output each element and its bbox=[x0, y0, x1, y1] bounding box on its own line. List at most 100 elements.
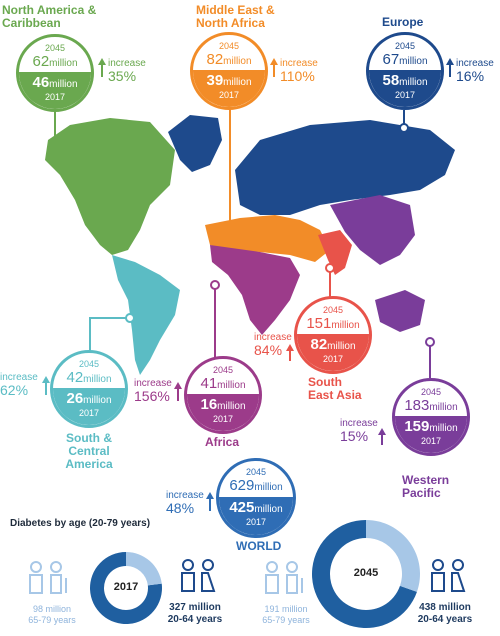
north-america-title: North America & Caribbean bbox=[2, 3, 97, 30]
older-2017-range: 65-79 years bbox=[28, 615, 76, 625]
value-2017: 82 bbox=[310, 336, 328, 354]
mena-circle: 2045 82million 39million 2017 bbox=[190, 32, 268, 110]
unit-label: million bbox=[217, 380, 246, 391]
south-central-america-title: South & Central America bbox=[65, 431, 113, 471]
older-people-icon-2045 bbox=[265, 561, 303, 594]
western-pacific-increase: increase 15% bbox=[340, 418, 390, 445]
unit-label: million bbox=[217, 401, 246, 413]
value-2045: 41 bbox=[200, 375, 218, 392]
year-2017-label: 2017 bbox=[78, 408, 100, 419]
south-central-america-region bbox=[112, 255, 180, 375]
donut-2045 bbox=[312, 520, 420, 628]
western-pacific-circle: 2045 183million 159million 2017 bbox=[392, 378, 470, 456]
africa-increase: increase 156% bbox=[134, 378, 184, 403]
increase-percent: 48% bbox=[166, 500, 195, 516]
unit-label: million bbox=[254, 482, 283, 493]
increase-label: increase bbox=[134, 378, 172, 389]
donut-2045-older-segment bbox=[366, 520, 420, 592]
value-2017: 46 bbox=[32, 74, 50, 92]
unit-label: million bbox=[327, 341, 356, 353]
younger-2017-value: 327 million bbox=[169, 602, 221, 613]
year-2017-label: 2017 bbox=[245, 517, 267, 528]
africa-region bbox=[210, 245, 300, 335]
value-2017: 39 bbox=[206, 72, 224, 90]
younger-2045-range: 20-64 years bbox=[417, 614, 473, 625]
south-east-asia-title: South East Asia bbox=[308, 375, 362, 402]
value-2045: 42 bbox=[66, 369, 84, 386]
value-2045: 62 bbox=[32, 53, 50, 70]
increase-label: increase bbox=[340, 418, 378, 429]
increase-percent: 16% bbox=[456, 68, 485, 84]
increase-label: increase bbox=[166, 490, 204, 501]
increase-label: increase bbox=[456, 58, 494, 69]
north-america-increase: increase 35% bbox=[98, 58, 158, 83]
up-arrow-icon bbox=[446, 58, 454, 65]
donut-2017-younger-segment bbox=[90, 552, 162, 625]
older-2017-value: 98 million bbox=[32, 604, 72, 614]
south-east-asia-increase: increase 84% bbox=[254, 332, 294, 361]
mena-title: Middle East & North Africa bbox=[196, 3, 275, 30]
australia-region bbox=[375, 290, 425, 332]
world-increase: increase 48% bbox=[166, 490, 216, 515]
europe-title: Europe bbox=[382, 15, 424, 29]
increase-percent: 15% bbox=[340, 428, 369, 444]
donut-2017 bbox=[90, 552, 162, 625]
up-arrow-icon bbox=[378, 428, 386, 435]
year-2017-label: 2017 bbox=[394, 90, 416, 101]
younger-2017-range: 20-64 years bbox=[167, 614, 223, 625]
mena-increase: increase 110% bbox=[270, 58, 330, 83]
south-central-america-circle: 2045 42million 26million 2017 bbox=[50, 350, 128, 428]
value-2017: 16 bbox=[200, 396, 218, 414]
africa-title: Africa bbox=[205, 435, 240, 449]
value-2045: 183 bbox=[404, 397, 430, 414]
north-america-circle: 2045 62million 46million 2017 bbox=[16, 34, 94, 112]
increase-label: increase bbox=[0, 372, 38, 383]
older-2045-range: 65-79 years bbox=[262, 615, 310, 625]
greenland-region bbox=[168, 115, 222, 172]
year-2045-label: 2045 bbox=[420, 387, 442, 397]
increase-percent: 35% bbox=[108, 68, 137, 84]
donut-2045-year: 2045 bbox=[353, 567, 379, 579]
value-2045: 629 bbox=[229, 477, 255, 494]
older-2045-value: 191 million bbox=[264, 604, 308, 614]
younger-2045-value: 438 million bbox=[419, 602, 471, 613]
year-2045-label: 2045 bbox=[322, 305, 344, 315]
up-arrow-icon bbox=[206, 492, 214, 499]
increase-label: increase bbox=[254, 332, 292, 343]
value-2017: 425 bbox=[229, 499, 255, 517]
north-america-region bbox=[45, 118, 175, 255]
year-2017-label: 2017 bbox=[322, 354, 344, 365]
unit-label: million bbox=[399, 56, 428, 67]
europe-increase: increase 16% bbox=[446, 58, 498, 83]
age-heading: Diabetes by age (20-79 years) bbox=[10, 518, 151, 529]
year-2017-label: 2017 bbox=[212, 414, 234, 425]
younger-2017-label: 327 million 20-64 years bbox=[160, 602, 230, 626]
unit-label: million bbox=[429, 423, 458, 435]
unit-label: million bbox=[83, 374, 112, 385]
unit-label: million bbox=[331, 320, 360, 331]
unit-label: million bbox=[254, 504, 283, 516]
older-2017-label: 98 million 65-79 years bbox=[22, 604, 82, 626]
donut-2017-year: 2017 bbox=[113, 581, 139, 593]
value-2017: 58 bbox=[382, 72, 400, 90]
year-2045-label: 2045 bbox=[394, 41, 416, 51]
up-arrow-icon bbox=[286, 344, 294, 351]
increase-label: increase bbox=[108, 58, 146, 69]
world-title: WORLD bbox=[236, 539, 282, 553]
year-2017-label: 2017 bbox=[420, 436, 442, 447]
unit-label: million bbox=[49, 79, 78, 91]
increase-label: increase bbox=[280, 58, 318, 69]
western-pacific-region bbox=[330, 195, 415, 265]
south-east-asia-circle: 2045 151million 82million 2017 bbox=[294, 296, 372, 374]
unit-label: million bbox=[223, 56, 252, 67]
year-2017-label: 2017 bbox=[44, 92, 66, 103]
increase-percent: 84% bbox=[254, 342, 283, 358]
year-2045-label: 2045 bbox=[245, 467, 267, 477]
value-2045: 151 bbox=[306, 315, 332, 332]
world-circle: 2045 629million 425million 2017 bbox=[216, 458, 296, 538]
unit-label: million bbox=[223, 77, 252, 89]
donut-2017-older-segment bbox=[126, 552, 162, 586]
value-2017: 159 bbox=[404, 418, 430, 436]
value-2045: 82 bbox=[206, 51, 224, 68]
